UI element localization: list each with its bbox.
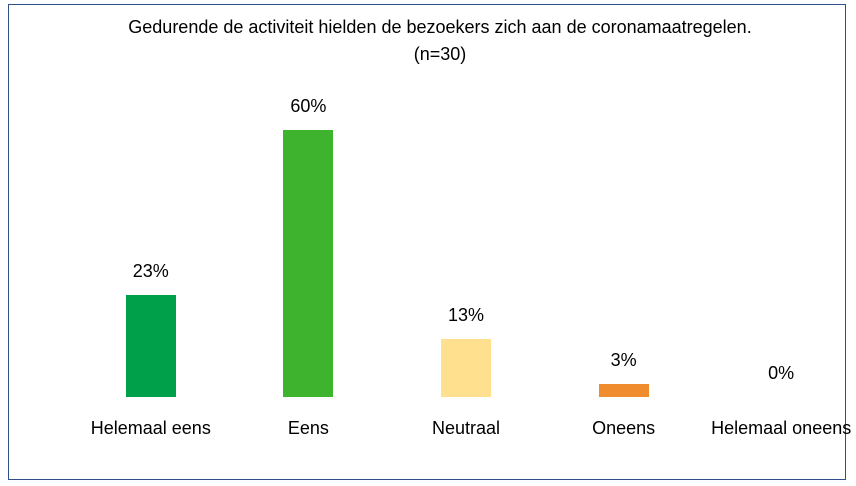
value-label: 0%	[768, 363, 795, 383]
value-label: 60%	[290, 96, 327, 116]
chart-title: Gedurende de activiteit hielden de bezoe…	[128, 17, 752, 64]
x-tick-label: Helemaal eens	[90, 418, 211, 438]
x-tick-label: Eens	[287, 418, 329, 438]
chart-frame	[8, 4, 846, 480]
x-tick-label: Oneens	[592, 418, 656, 438]
bar	[125, 294, 176, 397]
x-tick-label: Neutraal	[431, 418, 501, 438]
bar	[283, 130, 334, 397]
x-tick-label: Helemaal oneens	[711, 418, 852, 438]
value-label: 13%	[447, 305, 485, 326]
value-label: 3%	[610, 349, 637, 370]
bar	[441, 339, 491, 397]
value-label: 23%	[132, 260, 169, 281]
bar	[598, 383, 649, 397]
